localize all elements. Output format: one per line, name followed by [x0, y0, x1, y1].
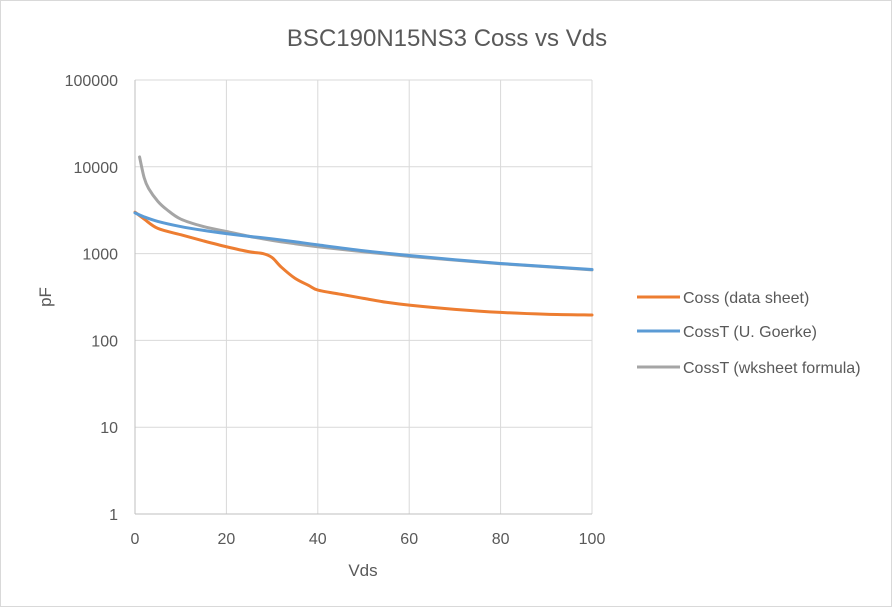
y-tick-label: 1000: [82, 247, 118, 264]
y-tick-label: 1: [109, 507, 118, 524]
x-axis-label: Vds: [348, 561, 377, 580]
x-tick-label: 100: [579, 531, 606, 548]
x-tick-label: 0: [131, 531, 140, 548]
series-line-coss-data-sheet: [133, 210, 594, 317]
axes: [134, 80, 592, 515]
legend-label-cosst-u-goerke: CossT (U. Goerke): [683, 324, 817, 341]
series-line-cosst-u-goerke: [133, 211, 594, 272]
y-tick-label: 100: [91, 333, 118, 350]
gridlines: [135, 79, 593, 514]
y-axis-label: pF: [36, 287, 55, 307]
legend: Coss (data sheet) CossT (U. Goerke) CossT …: [637, 290, 861, 377]
series-line-cosst-wksheet-formula: [138, 155, 594, 272]
y-tick-label: 10000: [74, 160, 119, 177]
legend-label-cosst-wksheet-formula: CossT (wksheet formula): [683, 360, 861, 377]
x-tick-label: 40: [309, 531, 327, 548]
tick-labels: 1 10 100 1000 10000 100000 0 20 40 60 80 100: [65, 73, 606, 548]
x-tick-label: 60: [400, 531, 418, 548]
chart-title: BSC190N15NS3 Coss vs Vds: [287, 25, 607, 52]
legend-label-coss-data-sheet: Coss (data sheet): [683, 290, 809, 307]
y-tick-label: 100000: [65, 73, 118, 90]
y-tick-label: 10: [100, 420, 118, 437]
series-lines: [133, 155, 594, 317]
x-tick-label: 80: [492, 531, 510, 548]
x-tick-label: 20: [218, 531, 236, 548]
